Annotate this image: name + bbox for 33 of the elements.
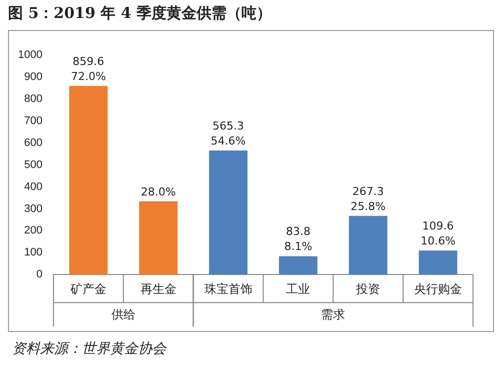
x-tick-label: 矿产金 bbox=[69, 282, 106, 296]
y-tick-label: 800 bbox=[24, 92, 42, 105]
data-label: 109.6 10.6% bbox=[420, 220, 456, 248]
x-tick-label: 工业 bbox=[286, 282, 310, 296]
data-label: 267.3 25.8% bbox=[350, 184, 386, 213]
y-tick-label: 300 bbox=[24, 202, 42, 215]
y-tick-label: 200 bbox=[24, 224, 42, 237]
bar bbox=[418, 250, 458, 275]
text: 资料来源：世界黄金协会 bbox=[12, 340, 166, 358]
y-tick-label: 0 bbox=[36, 268, 42, 281]
y-tick-label: 700 bbox=[24, 114, 42, 127]
bar bbox=[139, 201, 178, 275]
y-tick-label: 500 bbox=[24, 158, 42, 171]
x-tick-label: 再生金 bbox=[140, 282, 176, 296]
x-tick-label: 珠宝首饰 bbox=[204, 282, 252, 296]
bar bbox=[348, 216, 388, 275]
chart-title: 图 5：2019 年 4 季度黄金供需（吨） bbox=[8, 4, 272, 23]
y-tick-label: 600 bbox=[24, 136, 42, 149]
text: 需求 bbox=[321, 308, 346, 322]
bar bbox=[209, 150, 248, 275]
bar bbox=[69, 86, 108, 275]
text: 供给 bbox=[111, 308, 136, 322]
x-tick-label: 央行购金 bbox=[414, 282, 462, 296]
y-tick-label: 900 bbox=[24, 70, 42, 83]
y-tick-label: 100 bbox=[24, 246, 42, 259]
y-tick-label: 1000 bbox=[18, 49, 42, 62]
x-tick-label: 投资 bbox=[355, 282, 380, 296]
bar bbox=[278, 256, 318, 275]
annotation: 28.0% bbox=[140, 185, 176, 198]
data-label: 859.6 72.0% bbox=[70, 54, 106, 83]
y-tick-label: 400 bbox=[24, 180, 42, 193]
data-label: 565.3 54.6% bbox=[210, 119, 246, 148]
data-label: 83.8 8.1% bbox=[284, 225, 312, 254]
